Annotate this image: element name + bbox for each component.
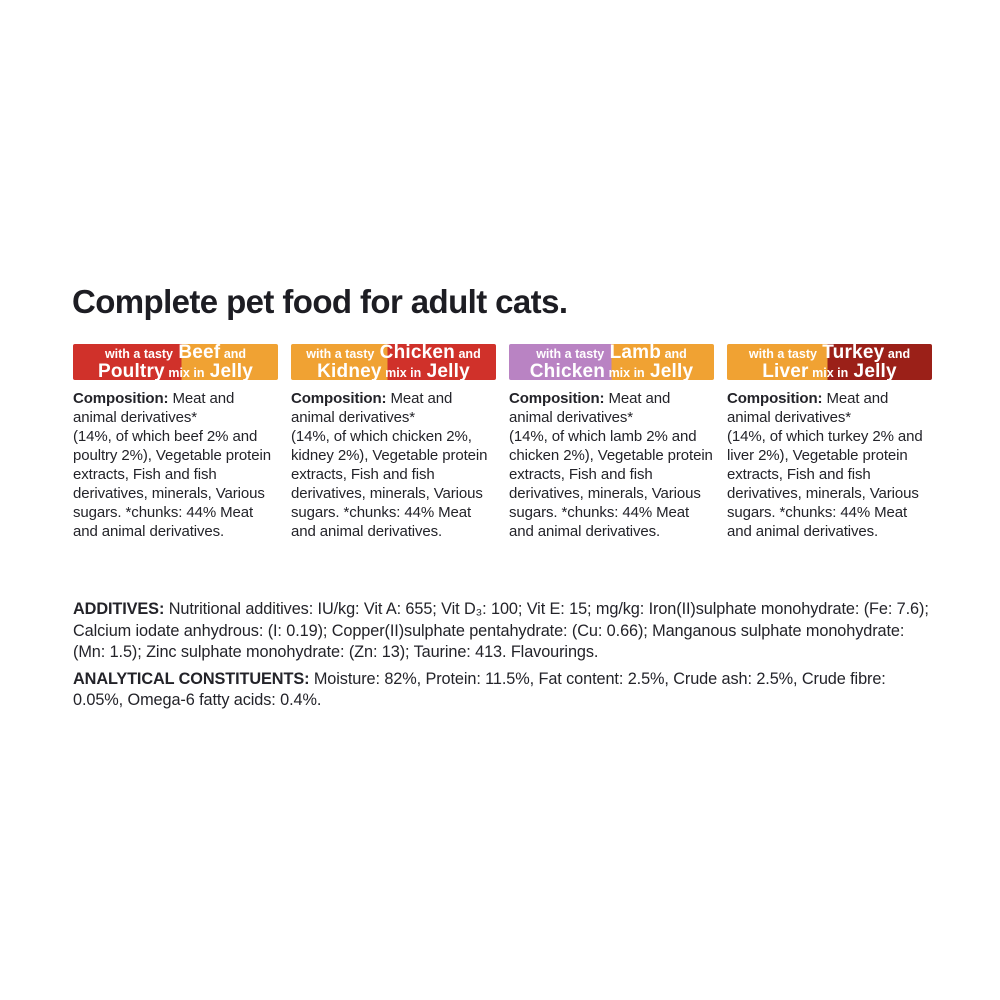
footnotes-section: ADDITIVES: Nutritional additives: IU/kg:… [73, 599, 939, 712]
product-columns: with a tasty Beef and Poultry mix in Jelly C… [73, 341, 932, 541]
additives-label: ADDITIVES: [73, 600, 165, 618]
page-title: Complete pet food for adult cats. [72, 283, 568, 320]
banner-jelly: Jelly [650, 360, 694, 382]
composition-text: Meat and animal derivatives* (14%, of wh… [727, 390, 923, 540]
composition-paragraph: Composition: Meat and animal derivatives… [73, 389, 278, 541]
banner-conjunction: and [887, 346, 911, 361]
banner-mix-in: mix in [385, 365, 422, 380]
banner-jelly: Jelly [426, 360, 470, 382]
banner-prefix: with a tasty [104, 346, 174, 361]
banner-prefix: with a tasty [306, 346, 375, 361]
product-banner-turkey-liver: with a tasty Turkey and Liver mix in Jelly [727, 341, 932, 382]
analytical-constituents-paragraph: ANALYTICAL CONSTITUENTS: Moisture: 82%, … [73, 669, 939, 712]
product-banner-beef-poultry: with a tasty Beef and Poultry mix in Jelly [73, 341, 278, 382]
composition-label: Composition: [291, 390, 387, 407]
banner-protein-2: Kidney [317, 360, 382, 382]
banner-mix-in: mix in [812, 365, 849, 380]
composition-paragraph: Composition: Meat and animal derivatives… [727, 389, 932, 541]
banner-conjunction: and [664, 346, 687, 361]
composition-text: Meat and animal derivatives* (14%, of wh… [291, 390, 488, 540]
composition-text: Meat and animal derivatives* (14%, of wh… [509, 390, 713, 540]
product-banner-lamb-chicken: with a tasty Lamb and Chicken mix in Jelly [509, 341, 714, 382]
banner-conjunction: and [458, 346, 481, 361]
analytical-constituents-text: Moisture: 82%, Protein: 11.5%, Fat conte… [73, 669, 886, 710]
banner-protein-1: Beef [178, 341, 221, 363]
banner-jelly: Jelly [209, 360, 254, 382]
banner-protein-1: Chicken [379, 341, 455, 363]
banner-protein-1: Lamb [609, 341, 662, 363]
banner-line-2: Chicken mix in Jelly [529, 360, 694, 382]
banner-prefix: with a tasty [748, 346, 817, 361]
banner-prefix: with a tasty [536, 346, 605, 361]
banner-conjunction: and [223, 346, 247, 361]
banner-line-1: with a tasty Chicken and [306, 341, 481, 363]
composition-text: Meat and animal derivatives* (14%, of wh… [73, 390, 271, 540]
analytical-constituents-label: ANALYTICAL CONSTITUENTS: [73, 669, 310, 688]
banner-line-2: Kidney mix in Jelly [317, 360, 470, 382]
banner-protein-2: Chicken [529, 360, 606, 382]
composition-label: Composition: [727, 390, 823, 407]
product-banner-chicken-kidney: with a tasty Chicken and Kidney mix in Jelly [291, 341, 496, 382]
banner-jelly: Jelly [853, 360, 897, 382]
composition-paragraph: Composition: Meat and animal derivatives… [509, 389, 714, 541]
banner-mix-in: mix in [168, 365, 205, 380]
product-column-lamb-chicken: with a tasty Lamb and Chicken mix in Jelly C… [509, 341, 714, 541]
banner-mix-in: mix in [608, 365, 645, 380]
product-column-turkey-liver: with a tasty Turkey and Liver mix in Jelly C… [727, 341, 932, 541]
banner-line-1: with a tasty Turkey and [748, 341, 911, 363]
banner-line-2: Poultry mix in Jelly [97, 360, 254, 382]
banner-protein-1: Turkey [822, 341, 885, 363]
composition-label: Composition: [73, 390, 169, 407]
product-column-beef-poultry: with a tasty Beef and Poultry mix in Jelly C… [73, 341, 278, 541]
additives-text: Nutritional additives: IU/kg: Vit A: 655… [73, 600, 929, 661]
additives-paragraph: ADDITIVES: Nutritional additives: IU/kg:… [73, 599, 939, 664]
banner-protein-2: Liver [762, 360, 809, 382]
banner-protein-2: Poultry [97, 360, 165, 382]
composition-label: Composition: [509, 390, 605, 407]
banner-line-1: with a tasty Lamb and [536, 341, 687, 363]
banner-line-2: Liver mix in Jelly [762, 360, 897, 382]
composition-paragraph: Composition: Meat and animal derivatives… [291, 389, 496, 541]
product-column-chicken-kidney: with a tasty Chicken and Kidney mix in Jelly… [291, 341, 496, 541]
banner-line-1: with a tasty Beef and [104, 341, 247, 363]
